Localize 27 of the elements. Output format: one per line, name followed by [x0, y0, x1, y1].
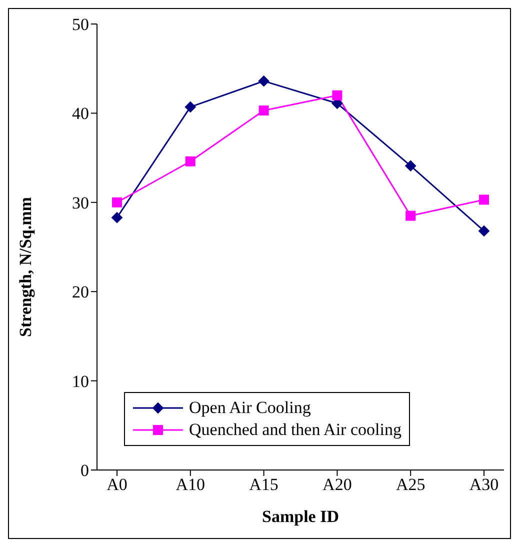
x-tick-label: A20	[322, 475, 352, 494]
point	[478, 225, 490, 236]
x-tick-label: A25	[396, 475, 426, 494]
point	[406, 210, 416, 221]
x-tick-label: A10	[176, 475, 206, 494]
point	[112, 212, 122, 224]
point	[185, 156, 196, 166]
legend-label: Open Air Cooling	[189, 397, 311, 419]
x-axis-title: Sample ID	[262, 507, 339, 526]
y-tick-label: 10	[72, 372, 89, 391]
point	[112, 197, 122, 208]
point	[258, 106, 269, 116]
x-tick-label: A30	[469, 475, 499, 494]
y-tick-label: 50	[72, 15, 89, 34]
y-tick-label: 30	[72, 193, 89, 212]
point	[332, 90, 342, 100]
legend-label: Quenched and then Air cooling	[189, 419, 402, 441]
y-tick-label: 0	[80, 461, 89, 480]
point	[258, 76, 270, 87]
x-tick-label: A0	[106, 475, 128, 494]
y-tick-label: 20	[72, 282, 89, 302]
y-axis-title: Strength, N/Sq.mm	[16, 197, 36, 337]
x-tick-label: A15	[249, 475, 278, 494]
point	[479, 194, 489, 205]
point	[184, 101, 196, 112]
y-tick-label: 40	[72, 104, 89, 124]
point	[405, 160, 416, 172]
